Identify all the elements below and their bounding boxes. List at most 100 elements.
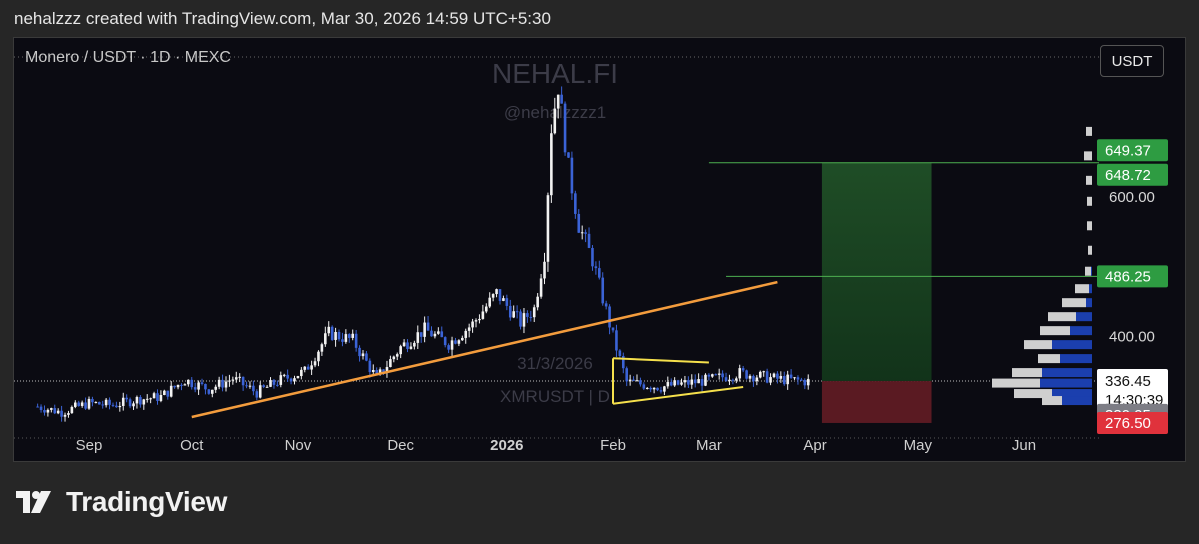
- candle-body: [608, 306, 611, 328]
- x-tick-label: May: [904, 437, 933, 454]
- candle-body: [758, 371, 762, 378]
- candle-body: [782, 376, 786, 385]
- candle-body: [368, 360, 372, 373]
- volume-profile-bar: [1060, 354, 1092, 364]
- volume-profile-bar: [1052, 389, 1092, 399]
- candle-body: [371, 369, 375, 373]
- candle-body: [663, 386, 666, 392]
- candle-body: [36, 406, 39, 408]
- y-tick-label: 600.00: [1109, 189, 1155, 206]
- candle-body: [63, 414, 67, 417]
- candle-body: [474, 320, 478, 322]
- volume-profile-bar: [1091, 266, 1092, 276]
- candle-body: [649, 387, 652, 390]
- candle-body: [591, 247, 594, 267]
- candle-body: [43, 410, 46, 413]
- candle-body: [752, 375, 755, 382]
- candle-body: [279, 375, 283, 385]
- candle-body: [577, 213, 581, 233]
- candle-body: [94, 402, 98, 404]
- profit-zone: [821, 162, 932, 382]
- candle-body: [800, 379, 803, 381]
- tradingview-footer: TradingView: [16, 486, 227, 518]
- candle-body: [786, 374, 789, 385]
- candle-body: [772, 373, 776, 378]
- candle-body: [584, 232, 587, 234]
- candle-body: [77, 402, 81, 406]
- candle-body: [252, 385, 255, 392]
- candle-body: [464, 330, 468, 338]
- candle-body: [721, 373, 724, 378]
- candle-body: [491, 294, 495, 298]
- candle-body: [173, 385, 176, 388]
- candle-body: [433, 333, 437, 337]
- candle-body: [330, 326, 334, 340]
- candle-body: [289, 378, 293, 382]
- candle-body: [543, 261, 546, 279]
- candle-body: [214, 386, 218, 390]
- candle-body: [258, 385, 262, 398]
- candle-body: [621, 356, 625, 369]
- candle-body: [156, 393, 159, 401]
- candle-body: [467, 327, 471, 331]
- candle-body: [553, 108, 557, 134]
- candle-body: [765, 371, 769, 383]
- candle-body: [70, 406, 74, 414]
- candle-body: [317, 351, 320, 362]
- candle-body: [409, 346, 413, 349]
- candle-body: [755, 377, 759, 382]
- candle-body: [498, 289, 502, 301]
- candle-body: [659, 390, 663, 392]
- candle-body: [118, 405, 122, 408]
- volume-profile-bar: [1062, 298, 1086, 308]
- candle-body: [358, 347, 361, 357]
- volume-profile-bar: [1088, 245, 1092, 255]
- candle-body: [269, 380, 272, 387]
- candle-body: [443, 337, 447, 346]
- candle-body: [587, 233, 591, 248]
- candle-body: [399, 346, 402, 355]
- candle-body: [481, 311, 485, 319]
- candle-body: [395, 354, 399, 357]
- candle-body: [344, 334, 348, 342]
- candle-body: [669, 382, 673, 386]
- currency-button[interactable]: USDT: [1100, 45, 1164, 77]
- x-tick-label: Mar: [696, 437, 722, 454]
- candle-body: [224, 381, 228, 388]
- candle-body: [735, 378, 738, 381]
- candle-body: [574, 193, 577, 214]
- price-label-bg: [1097, 369, 1168, 412]
- candle-body: [611, 327, 615, 331]
- candle-body: [447, 345, 450, 350]
- candle-body: [546, 195, 550, 262]
- candle-body: [80, 402, 84, 406]
- candle-body: [776, 373, 779, 379]
- candle-body: [101, 404, 104, 406]
- candle-body: [91, 398, 94, 403]
- candle-body: [687, 380, 690, 385]
- volume-profile-bar: [1040, 326, 1070, 336]
- candle-body: [324, 333, 327, 345]
- candle-body: [419, 332, 423, 337]
- triangle-top-line: [612, 357, 709, 364]
- candle-body: [207, 389, 211, 394]
- candle-body: [803, 379, 807, 386]
- candle-body: [488, 297, 492, 307]
- volume-profile-bar: [1048, 312, 1076, 322]
- volume-profile-bar: [1062, 396, 1092, 406]
- candle-body: [39, 406, 43, 411]
- candle-body: [796, 377, 800, 380]
- candle-body: [187, 379, 190, 385]
- candle-body: [416, 332, 420, 343]
- candle-body: [334, 331, 337, 340]
- candle-body: [652, 387, 656, 390]
- candle-body: [515, 311, 519, 313]
- candle-body: [231, 379, 235, 381]
- candle-body: [159, 394, 163, 401]
- candle-body: [639, 380, 642, 385]
- candle-body: [570, 157, 574, 194]
- candle-body: [471, 321, 474, 328]
- candle-body: [341, 339, 344, 342]
